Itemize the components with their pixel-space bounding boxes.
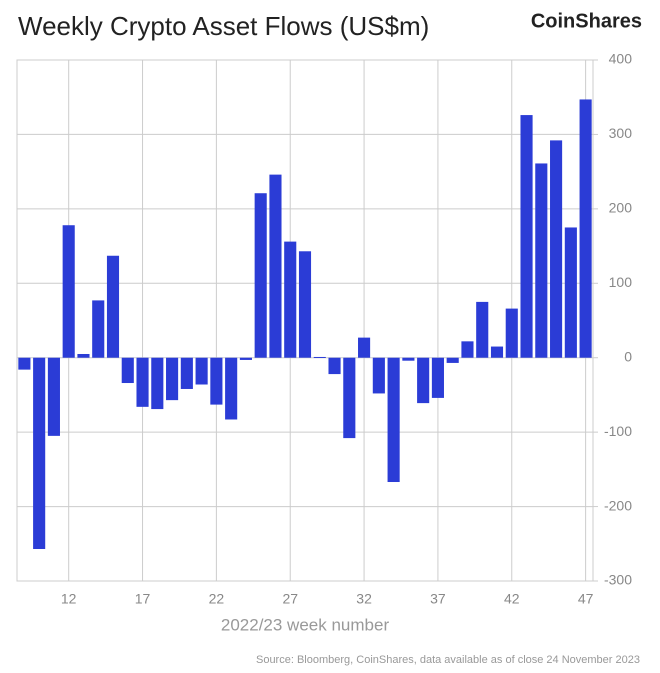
chart-title: Weekly Crypto Asset Flows (US$m) bbox=[18, 11, 429, 41]
x-tick-label: 22 bbox=[209, 591, 225, 607]
bar bbox=[372, 357, 385, 394]
bar bbox=[195, 357, 208, 385]
bar bbox=[446, 357, 459, 363]
bar bbox=[239, 357, 252, 360]
bar bbox=[18, 357, 31, 370]
y-tick-label: 400 bbox=[609, 51, 633, 67]
bar bbox=[106, 255, 120, 358]
y-tick-label: 200 bbox=[609, 200, 633, 216]
bar bbox=[579, 99, 592, 358]
bar bbox=[210, 357, 223, 405]
bar bbox=[313, 356, 326, 358]
bar bbox=[136, 357, 149, 407]
x-tick-label: 17 bbox=[135, 591, 151, 607]
bar bbox=[33, 357, 46, 549]
x-tick-label: 42 bbox=[504, 591, 520, 607]
brand-logo: CoinShares bbox=[531, 10, 642, 32]
bar bbox=[417, 357, 430, 404]
bar bbox=[402, 357, 415, 361]
bar bbox=[431, 357, 444, 398]
bar bbox=[77, 353, 90, 358]
bar bbox=[505, 308, 518, 358]
x-tick-label: 12 bbox=[61, 591, 77, 607]
bar bbox=[490, 346, 504, 358]
bar bbox=[564, 227, 577, 358]
bar bbox=[92, 300, 105, 358]
bar bbox=[535, 163, 548, 358]
bar bbox=[254, 193, 267, 358]
y-tick-label: 300 bbox=[609, 125, 633, 141]
y-tick-label: -300 bbox=[604, 572, 632, 588]
bar bbox=[298, 251, 312, 358]
y-tick-label: -200 bbox=[604, 497, 632, 513]
bar bbox=[151, 357, 164, 410]
bar bbox=[550, 140, 563, 358]
x-axis-label: 2022/23 week number bbox=[221, 615, 390, 634]
bar bbox=[358, 337, 371, 358]
bar bbox=[461, 341, 474, 358]
bar bbox=[284, 241, 297, 358]
bar bbox=[225, 357, 238, 420]
bar bbox=[180, 357, 193, 389]
x-tick-label: 47 bbox=[578, 591, 594, 607]
bar bbox=[476, 301, 489, 358]
plot-frame bbox=[16, 59, 594, 582]
bar bbox=[166, 357, 179, 401]
source-note: Source: Bloomberg, CoinShares, data avai… bbox=[256, 654, 640, 666]
y-tick-label: 100 bbox=[609, 274, 633, 290]
bar bbox=[121, 357, 134, 384]
bar bbox=[387, 357, 400, 483]
bar bbox=[328, 357, 341, 375]
bar bbox=[62, 225, 75, 358]
y-tick-label: 0 bbox=[624, 348, 632, 364]
x-tick-label: 32 bbox=[356, 591, 372, 607]
bar bbox=[343, 357, 356, 439]
y-tick-label: -100 bbox=[604, 423, 632, 439]
bar bbox=[520, 115, 533, 358]
bar bbox=[47, 357, 60, 436]
x-tick-label: 27 bbox=[282, 591, 298, 607]
x-tick-label: 37 bbox=[430, 591, 446, 607]
bar bbox=[269, 174, 282, 358]
